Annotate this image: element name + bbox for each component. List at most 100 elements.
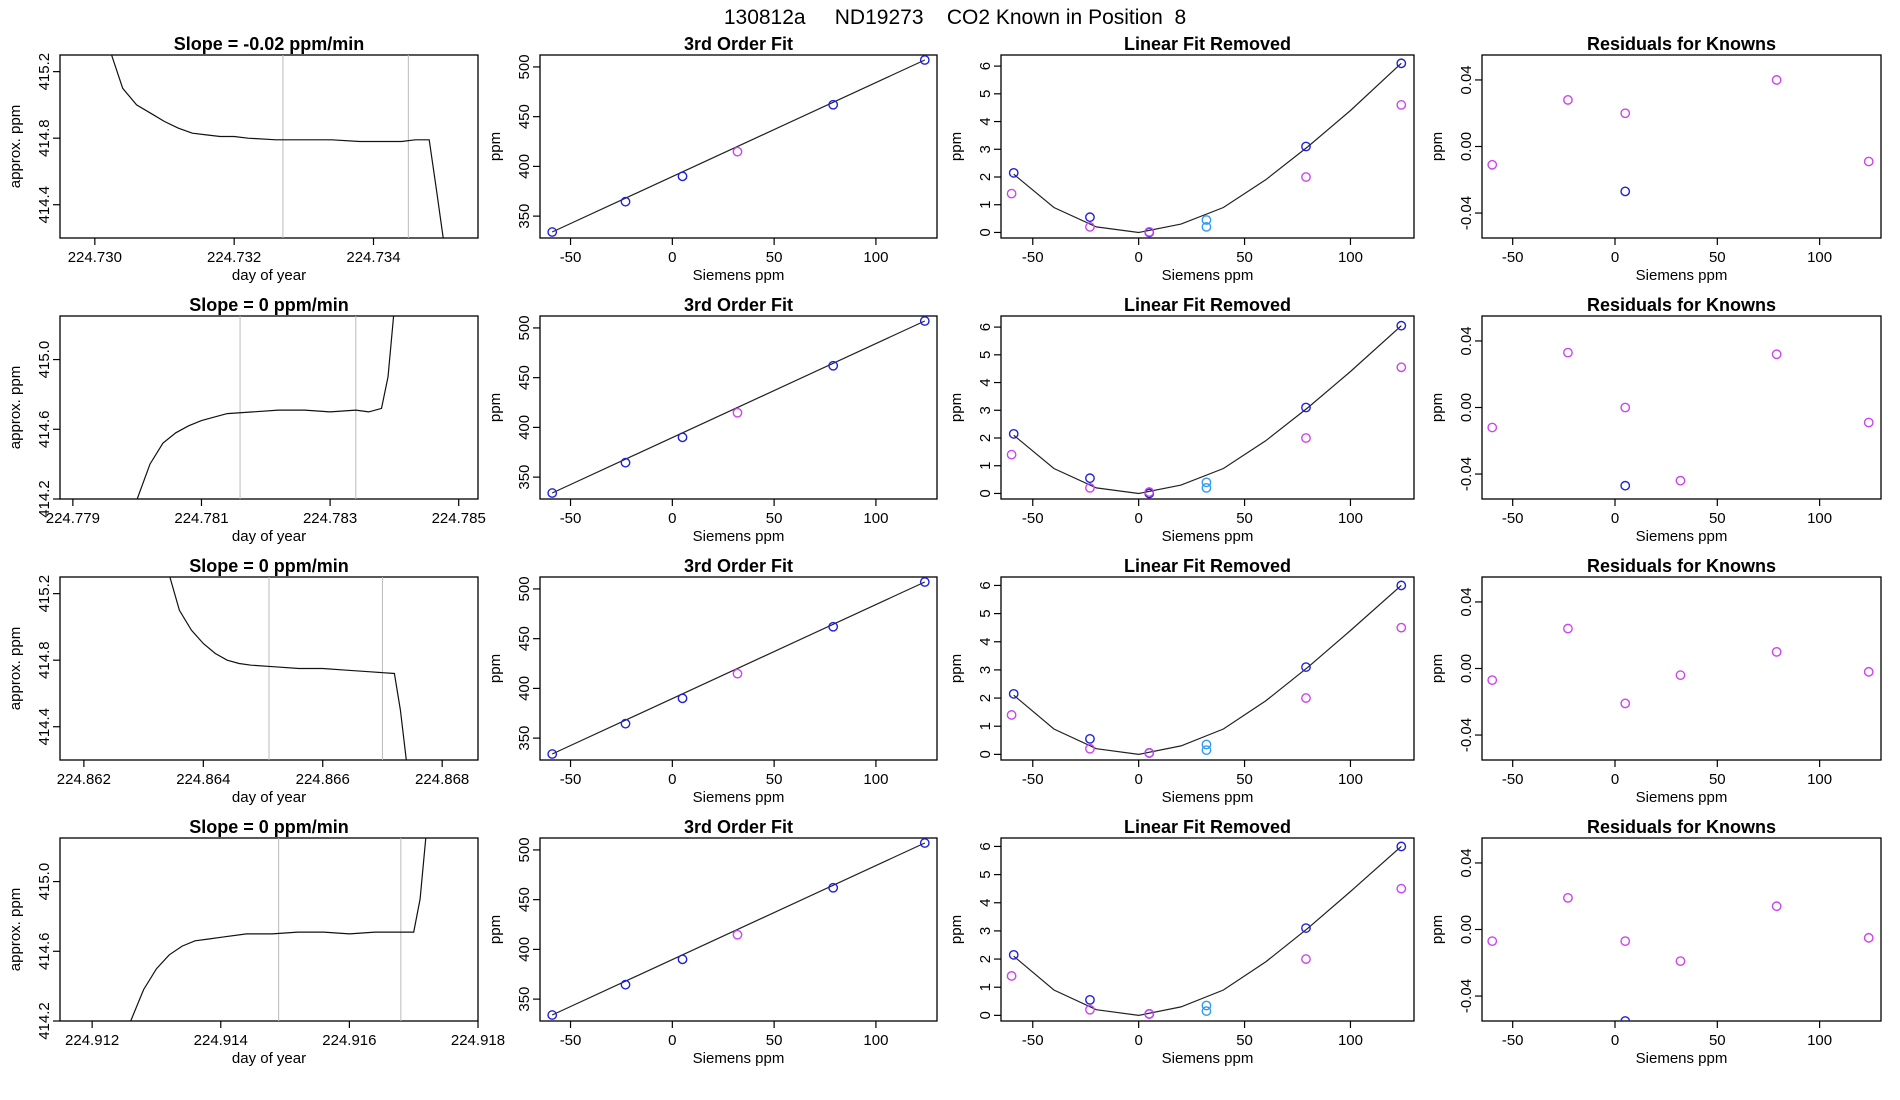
y-tick-label: 0.00 [1458, 393, 1475, 422]
panel-r1-res: Residuals for Knowns -50 0 50 100 Siemens ppm… [1429, 34, 1882, 284]
point-knowns [1863, 666, 1874, 677]
point-knowns-b [1201, 483, 1212, 493]
fit-curve [1013, 845, 1402, 1017]
panel-r2-fit: 3rd Order Fit -50 0 50 100 Siemens ppm 350 400 4… [487, 295, 938, 545]
point-standards [677, 954, 688, 965]
plot-area [1006, 580, 1407, 758]
x-axis-label: Siemens ppm [693, 528, 785, 545]
panel-title: Residuals for Knowns [1587, 817, 1776, 837]
point-knowns [1396, 100, 1407, 110]
point-standards [1008, 949, 1019, 960]
point-knowns [1620, 698, 1631, 709]
point-knowns [1085, 483, 1095, 493]
x-tick-label: -50 [1022, 771, 1044, 788]
y-tick-label: 0.04 [1458, 326, 1475, 355]
drift-trace [130, 838, 427, 1021]
point-standards [828, 99, 839, 110]
x-tick-label: 50 [1236, 1032, 1253, 1049]
y-tick-label: 1 [977, 462, 994, 470]
y-tick-label: 4 [977, 899, 994, 907]
plot-frame [539, 576, 938, 761]
point-standards [620, 196, 631, 207]
x-tick-label: 224.781 [174, 510, 228, 527]
y-axis-label: approx. ppm [7, 888, 24, 971]
plot-frame [59, 54, 479, 239]
y-axis-label: ppm [487, 915, 504, 944]
point-standards [1396, 320, 1407, 331]
y-tick-label: 414.8 [36, 641, 53, 679]
x-tick-label: -50 [1502, 1032, 1524, 1049]
plot-area [1006, 320, 1407, 499]
y-tick-label: 3 [977, 406, 994, 414]
point-standards [1085, 733, 1095, 744]
point-standards [547, 488, 558, 498]
y-axis-label: approx. ppm [7, 627, 24, 710]
y-tick-label: 5 [977, 870, 994, 878]
point-knowns-b [1201, 215, 1212, 225]
x-tick-label: 224.734 [346, 249, 400, 266]
plot-frame [1481, 54, 1882, 239]
x-tick-label: 100 [1338, 249, 1363, 266]
x-axis-label: Siemens ppm [1636, 1050, 1728, 1067]
x-tick-label: 100 [863, 249, 888, 266]
point-knowns [1563, 95, 1573, 105]
x-tick-label: 100 [1338, 510, 1363, 527]
point-knowns [1396, 362, 1407, 373]
x-tick-label: -50 [1022, 249, 1044, 266]
panel-r4-drift: Slope = 0 ppm/min 224.912 224.914 224.916 22… [7, 817, 505, 1067]
y-tick-label: 0.04 [1458, 848, 1475, 877]
point-standards [1085, 473, 1095, 484]
point-knowns-b [1201, 1006, 1212, 1017]
x-tick-label: 50 [766, 771, 783, 788]
x-tick-label: -50 [560, 249, 582, 266]
point-standards [919, 838, 930, 848]
x-tick-label: 0 [668, 510, 676, 527]
y-tick-label: 4 [977, 638, 994, 646]
y-tick-label: 414.2 [36, 1002, 53, 1040]
x-tick-label: 224.914 [194, 1032, 248, 1049]
plot-frame [1000, 315, 1415, 500]
plot-area [1487, 892, 1874, 1021]
plot-area [1487, 347, 1874, 491]
panel-r2-lin: Linear Fit Removed -50 0 50 100 Siemens ppm 0 1… [948, 295, 1415, 545]
point-standards [620, 979, 631, 990]
point-standards [1008, 167, 1019, 178]
y-tick-label: 2 [977, 173, 994, 181]
plot-area [136, 316, 395, 499]
x-tick-label: 0 [668, 249, 676, 266]
point-knowns [732, 929, 743, 940]
plot-frame [539, 837, 938, 1022]
y-tick-label: 6 [977, 581, 994, 589]
x-tick-label: 100 [863, 510, 888, 527]
panel-r3-drift: Slope = 0 ppm/min 224.862 224.864 224.866 22… [7, 556, 479, 806]
point-knowns [1487, 159, 1498, 170]
y-axis-label: ppm [1429, 393, 1446, 422]
x-axis-label: Siemens ppm [693, 1050, 785, 1067]
panel-r4-fit: 3rd Order Fit -50 0 50 100 Siemens ppm 350 400 4… [487, 817, 938, 1067]
y-tick-label: 414.8 [36, 119, 53, 157]
fit-curve [1013, 325, 1402, 495]
point-knowns [1144, 487, 1155, 497]
point-knowns-b [1201, 739, 1212, 750]
panel-title: Linear Fit Removed [1124, 34, 1291, 54]
point-standards [1008, 688, 1019, 699]
x-tick-label: 0 [1611, 510, 1619, 527]
panel-r3-lin: Linear Fit Removed -50 0 50 100 Siemens ppm 0 1… [948, 556, 1415, 806]
point-standards [828, 882, 839, 893]
y-tick-label: 450 [516, 626, 533, 651]
point-standards [547, 1010, 558, 1020]
x-tick-label: -50 [1502, 771, 1524, 788]
plot-frame [1000, 54, 1415, 239]
panel-r4-res: Residuals for Knowns -50 0 50 100 Siemens ppm… [1429, 817, 1882, 1067]
panel-r4-lin: Linear Fit Removed -50 0 50 100 Siemens ppm 0 1… [948, 817, 1415, 1067]
x-tick-label: 100 [1807, 510, 1832, 527]
point-standards [919, 55, 930, 65]
x-tick-label: 50 [766, 249, 783, 266]
plot-frame [539, 315, 938, 500]
y-tick-label: 350 [516, 204, 533, 229]
fit-curve [551, 581, 926, 755]
plot-frame [539, 54, 938, 239]
x-tick-label: 0 [1134, 1032, 1142, 1049]
panel-title: 3rd Order Fit [684, 34, 793, 54]
